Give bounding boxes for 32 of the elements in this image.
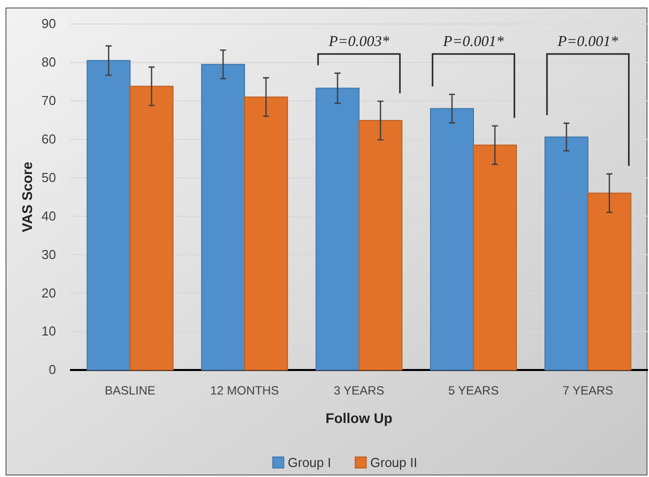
y-tick-label: 50 <box>42 170 56 185</box>
bar <box>130 86 174 370</box>
y-tick-label: 30 <box>42 246 56 262</box>
bar <box>430 108 474 370</box>
bar <box>587 192 632 370</box>
bar <box>86 60 131 370</box>
x-tick-label: 5 YEARS <box>448 384 499 398</box>
y-tick-label: 10 <box>42 324 56 339</box>
bar <box>316 88 360 370</box>
annotation: P=0.001* <box>556 34 619 50</box>
bar <box>472 144 517 370</box>
bar <box>544 136 588 370</box>
y-tick-label: 90 <box>42 16 56 32</box>
y-tick-label: 70 <box>42 93 56 108</box>
x-tick-label: 12 MONTHS <box>210 384 279 398</box>
bar <box>201 64 246 370</box>
legend-label: Group I <box>288 455 332 470</box>
y-tick-label: 80 <box>42 54 56 70</box>
x-tick-label: BASLINE <box>104 384 156 398</box>
x-axis-title: Follow Up <box>326 410 392 426</box>
y-axis-title: VAS Score <box>19 162 35 232</box>
x-tick-label: 3 YEARS <box>334 384 384 398</box>
y-tick-label: 20 <box>42 285 56 300</box>
x-tick-label: 7 YEARS <box>562 384 614 398</box>
bar <box>244 96 288 370</box>
bar <box>358 120 402 370</box>
annotation: P=0.001* <box>442 34 504 50</box>
y-tick-label: 40 <box>42 208 56 224</box>
y-tick-label: 0 <box>48 362 56 378</box>
legend-label: Group II <box>370 455 418 470</box>
y-tick-label: 60 <box>42 131 56 146</box>
annotation: P=0.003* <box>328 34 390 50</box>
